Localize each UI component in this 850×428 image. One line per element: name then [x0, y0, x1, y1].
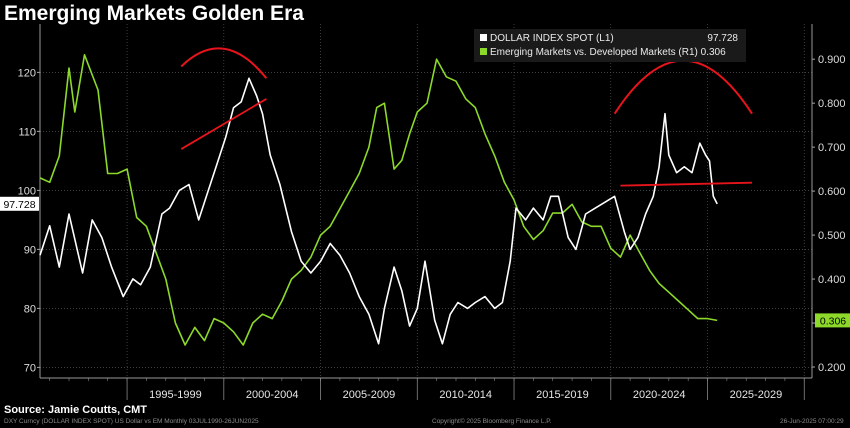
badge-em-value: 0.306 [820, 315, 846, 327]
legend-swatch-dxy [480, 34, 487, 41]
annotation-line [620, 181, 753, 187]
series-line-dxy [39, 77, 718, 345]
y-left-tick-label: 80 [24, 303, 36, 315]
legend-label-dxy: DOLLAR INDEX SPOT (L1) [490, 33, 614, 44]
badge-em-bg [815, 313, 850, 328]
footer-ticker: DXY Curncy (DOLLAR INDEX SPOT) US Dollar… [4, 418, 259, 425]
value-badges: 97.728 0.306 [0, 196, 850, 328]
y-right-tick-label: 0.800 [818, 98, 846, 110]
footer-copyright: Copyright© 2025 Bloomberg Finance L.P. [432, 418, 552, 425]
x-tick-label: 2005-2009 [343, 389, 396, 401]
y-right-tick-label: 0.900 [818, 54, 846, 66]
axes: 7080901001101200.2000.3000.4000.5000.600… [18, 24, 846, 401]
y-left-tick-label: 70 [24, 362, 36, 374]
y-left-tick-label: 90 [24, 244, 36, 256]
x-tick-label: 2015-2019 [536, 389, 589, 401]
badge-dxy-value: 97.728 [3, 199, 35, 211]
x-tick-label: 2000-2004 [246, 389, 299, 401]
annotation-arc [180, 47, 268, 79]
legend-label-em: Emerging Markets vs. Developed Markets (… [490, 47, 698, 58]
y-right-tick-label: 0.700 [818, 142, 846, 154]
x-tick-label: 1995-1999 [149, 389, 202, 401]
series-layer [39, 53, 718, 346]
annotations [180, 47, 753, 187]
y-right-tick-label: 0.200 [818, 362, 846, 374]
x-tick-label: 2020-2024 [633, 389, 686, 401]
legend-swatch-em [480, 48, 487, 55]
x-tick-label: 2025-2029 [730, 389, 783, 401]
y-left-tick-label: 110 [18, 126, 36, 138]
badge-dxy-bg [0, 196, 39, 211]
annotation-arc [613, 59, 753, 115]
x-tick-label: 2010-2014 [439, 389, 492, 401]
legend-value-dxy: 97.728 [707, 33, 738, 44]
chart-title: Emerging Markets Golden Era [4, 2, 304, 25]
y-right-tick-label: 0.500 [818, 230, 846, 242]
footer-timestamp: 26-Jun-2025 07:00:29 [780, 418, 844, 425]
y-left-tick-label: 100 [18, 185, 36, 197]
y-left-tick-label: 120 [18, 67, 36, 79]
y-right-tick-label: 0.400 [818, 274, 846, 286]
source-note: Source: Jamie Coutts, CMT [4, 404, 148, 416]
y-right-tick-label: 0.600 [818, 186, 846, 198]
legend: DOLLAR INDEX SPOT (L1) 97.728 Emerging M… [474, 29, 746, 62]
legend-item-em: Emerging Markets vs. Developed Markets (… [480, 47, 726, 58]
legend-value-em: 0.306 [700, 47, 726, 58]
annotation-line [180, 98, 267, 150]
legend-item-dxy: DOLLAR INDEX SPOT (L1) [480, 33, 614, 44]
gridlines [40, 24, 812, 378]
